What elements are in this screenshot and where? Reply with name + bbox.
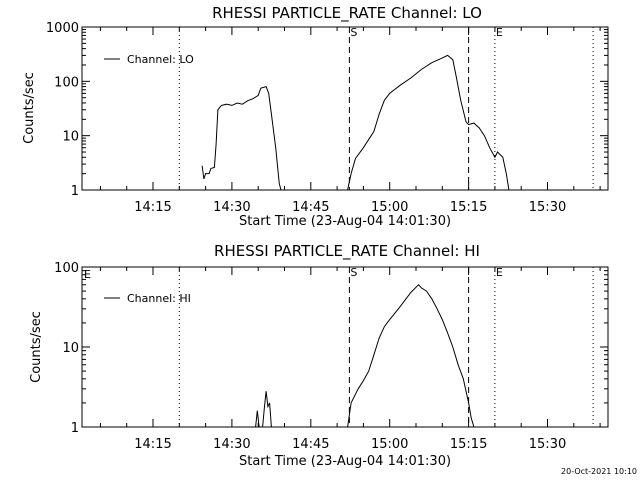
x-tick-label: 15:30 xyxy=(529,200,566,215)
chart-title: RHESSI PARTICLE_RATE Channel: LO xyxy=(212,4,482,23)
x-tick-label: 15:15 xyxy=(450,437,487,452)
chart-lo: RHESSI PARTICLE_RATE Channel: LO 1101001… xyxy=(22,4,609,229)
plot-frame xyxy=(81,26,609,191)
x-tick-label: 14:30 xyxy=(213,437,250,452)
x-tick-label: 14:45 xyxy=(292,437,329,452)
x-tick-label: 14:45 xyxy=(292,200,329,215)
marker-label: S xyxy=(350,266,357,279)
marker-label: E xyxy=(496,266,503,279)
legend: Channel: HI xyxy=(104,292,191,305)
y-axis: 1 10 100 xyxy=(54,261,608,436)
y-tick-label: 1 xyxy=(71,184,79,199)
chart-title: RHESSI PARTICLE_RATE Channel: HI xyxy=(214,242,480,261)
x-axis-label: Start Time (23-Aug-04 14:01:30) xyxy=(239,454,451,469)
marker-label: S xyxy=(350,26,357,39)
y-tick-label: 10 xyxy=(62,341,79,356)
series-lines xyxy=(201,54,510,191)
y-axis-label: Counts/sec xyxy=(29,311,44,383)
y-axis: 1 10 100 1000 xyxy=(46,21,608,199)
y-tick-label: 1 xyxy=(71,421,79,436)
y-tick-label: 1000 xyxy=(46,21,79,36)
plot-frame xyxy=(81,266,609,428)
x-axis: 14:15 14:30 14:45 15:00 15:15 15:30 xyxy=(99,27,601,215)
series-line xyxy=(347,283,475,428)
x-tick-label: 15:15 xyxy=(450,200,487,215)
series-line xyxy=(255,410,260,428)
series-line xyxy=(262,391,272,428)
x-axis: 14:15 14:30 14:45 15:00 15:15 15:30 xyxy=(99,267,601,452)
x-axis-label: Start Time (23-Aug-04 14:01:30) xyxy=(239,214,451,229)
timestamp: 20-Oct-2021 10:10 xyxy=(561,467,637,476)
chart-hi: RHESSI PARTICLE_RATE Channel: HI 110100 … xyxy=(29,242,609,469)
x-tick-label: 14:30 xyxy=(213,200,250,215)
x-tick-label: 15:00 xyxy=(371,437,408,452)
x-tick-label: 14:15 xyxy=(134,437,171,452)
legend-label: Channel: LO xyxy=(127,53,194,66)
y-tick-label: 100 xyxy=(54,75,79,90)
x-tick-label: 15:30 xyxy=(529,437,566,452)
x-tick-label: 14:15 xyxy=(134,200,171,215)
series-line xyxy=(347,54,510,191)
y-tick-label: 10 xyxy=(62,130,79,145)
legend-label: Channel: HI xyxy=(127,292,191,305)
x-tick-label: 15:00 xyxy=(371,200,408,215)
legend: Channel: LO xyxy=(104,53,194,66)
marker-label: E xyxy=(496,26,503,39)
series-lines xyxy=(255,283,475,428)
y-tick-label: 100 xyxy=(54,261,79,276)
corner-label: E xyxy=(84,268,91,281)
y-axis-label: Counts/sec xyxy=(22,72,37,144)
series-line xyxy=(201,85,282,191)
